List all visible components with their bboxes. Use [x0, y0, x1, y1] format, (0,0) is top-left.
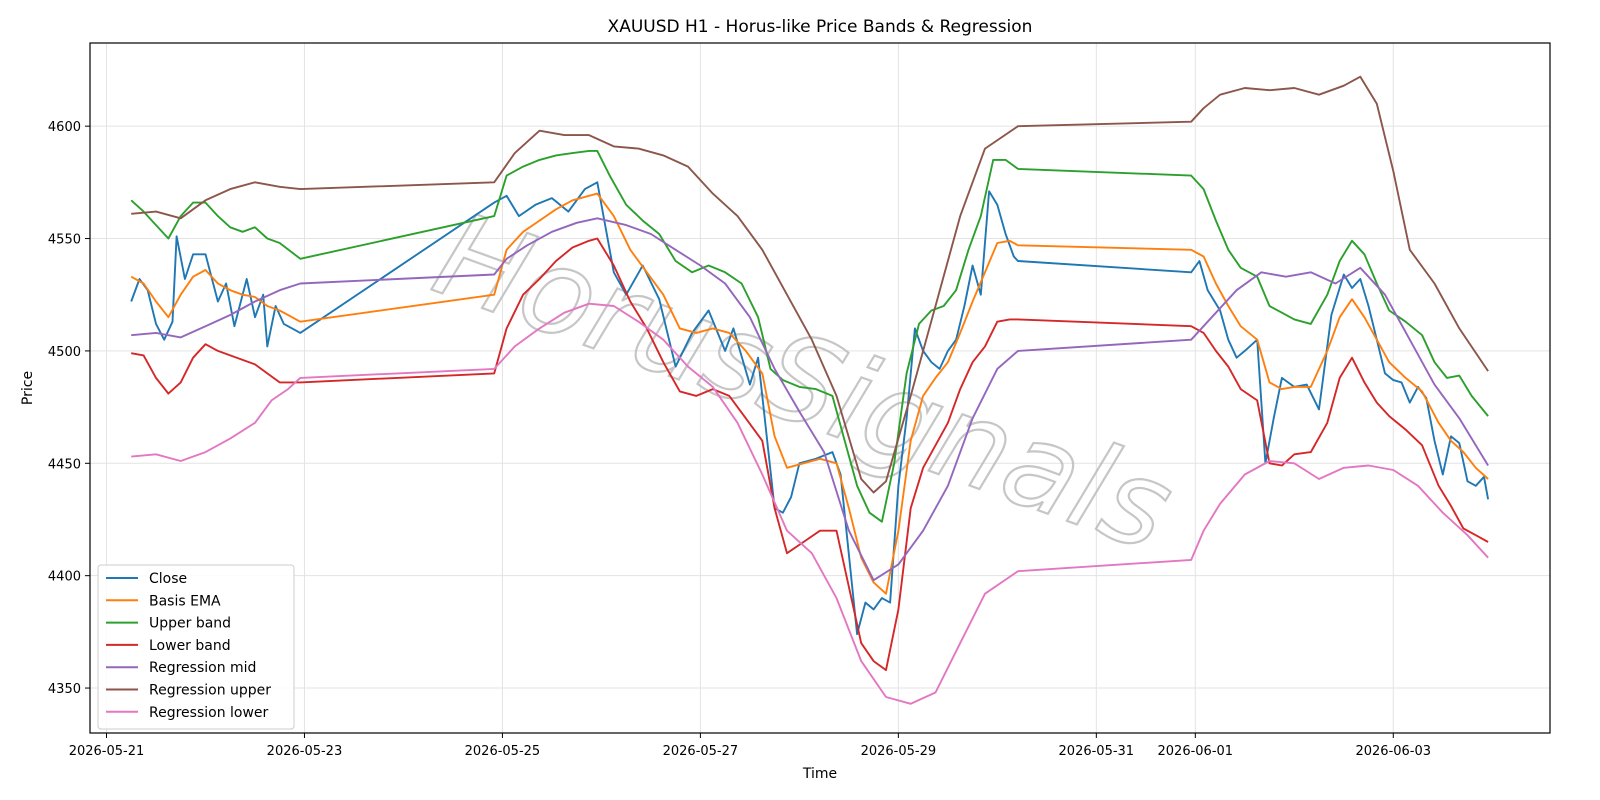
x-tick-label: 2026-05-25	[465, 744, 541, 759]
y-tick-label: 4400	[48, 570, 81, 585]
legend-box	[97, 564, 295, 730]
series-line-basis-ema	[130, 192, 1489, 595]
y-tick-label: 4600	[48, 120, 81, 135]
legend-label-upper-band: Upper band	[149, 616, 231, 632]
legend-label-basis-ema: Basis EMA	[149, 593, 221, 609]
series-line-regression-mid	[131, 217, 1489, 582]
series-line-lower-band	[131, 237, 1489, 672]
x-tick-label: 2026-05-23	[267, 744, 343, 759]
plot-frame	[89, 42, 1551, 734]
axis-ticks: 2026-05-21 2026-05-23 2026-05-25 2026-05-27…	[48, 120, 1431, 759]
y-tick-label: 4450	[48, 457, 81, 472]
y-axis-title: Price	[20, 371, 36, 405]
legend-label-regression-upper: Regression upper	[149, 683, 271, 699]
x-tick-label: 2026-05-29	[861, 744, 937, 759]
x-tick-label: 2026-06-03	[1355, 744, 1431, 759]
series-lines	[130, 75, 1490, 705]
x-tick-label: 2026-06-01	[1158, 744, 1234, 759]
y-tick-label: 4500	[48, 345, 81, 360]
x-tick-label: 2026-05-21	[69, 744, 145, 759]
series-line-close	[130, 181, 1490, 636]
series-line-regression-lower	[131, 302, 1489, 705]
grid	[90, 43, 1550, 733]
legend-label-lower-band: Lower band	[149, 638, 231, 654]
y-tick-label: 4550	[48, 233, 81, 248]
x-axis-title: Time	[802, 766, 837, 782]
chart-title: XAUUSD H1 - Horus-like Price Bands & Reg…	[608, 17, 1033, 37]
series-line-regression-upper	[131, 75, 1489, 494]
series-line-upper-band	[130, 149, 1489, 523]
y-tick-label: 4350	[48, 682, 81, 697]
legend-label-regression-lower: Regression lower	[149, 705, 269, 721]
legend-label-regression-mid: Regression mid	[149, 660, 256, 676]
legend: Close Basis EMA Upper band Lower band Regres…	[97, 564, 295, 730]
x-tick-label: 2026-05-31	[1059, 744, 1135, 759]
legend-label-close: Close	[149, 571, 187, 587]
x-tick-label: 2026-05-27	[663, 744, 739, 759]
